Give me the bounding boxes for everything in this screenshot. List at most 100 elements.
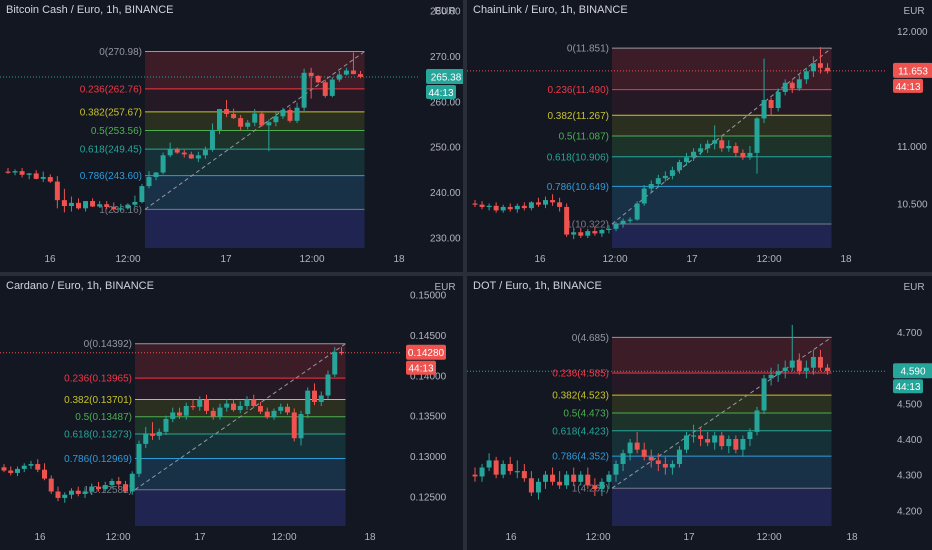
candle-body[interactable]: [684, 157, 689, 163]
candle-body[interactable]: [796, 79, 802, 89]
candle-body[interactable]: [163, 418, 169, 432]
candle-body[interactable]: [209, 129, 215, 150]
candle-body[interactable]: [585, 231, 591, 236]
candle-body[interactable]: [557, 202, 563, 207]
candle-body[interactable]: [96, 486, 101, 490]
candle-body[interactable]: [754, 118, 760, 153]
candle-body[interactable]: [97, 204, 103, 207]
candle-body[interactable]: [564, 474, 570, 486]
chart-canvas[interactable]: EUR 12.000 11.000 10.500 16 12:00 17 12:00 18 0(1…: [467, 0, 932, 272]
candle-body[interactable]: [592, 485, 598, 489]
candle-body[interactable]: [129, 473, 135, 492]
candle-body[interactable]: [782, 367, 788, 372]
chart-pane-bitcoin-cash[interactable]: Bitcoin Cash / Euro, 1h, BINANCE EUR 280.…: [0, 0, 463, 272]
candle-body[interactable]: [123, 484, 128, 492]
candle-body[interactable]: [350, 70, 356, 75]
candle-body[interactable]: [796, 360, 802, 372]
candle-body[interactable]: [676, 162, 682, 171]
candle-body[interactable]: [479, 204, 485, 207]
candle-body[interactable]: [754, 410, 760, 432]
candle-body[interactable]: [500, 463, 506, 475]
candle-body[interactable]: [156, 431, 162, 436]
candle-body[interactable]: [61, 200, 67, 207]
candle-body[interactable]: [301, 72, 307, 108]
candle-body[interactable]: [705, 143, 711, 149]
candle-body[interactable]: [125, 204, 131, 209]
candle-body[interactable]: [472, 474, 478, 477]
candle-body[interactable]: [358, 74, 363, 77]
candle-body[interactable]: [648, 183, 654, 189]
candle-body[interactable]: [28, 464, 34, 466]
candle-body[interactable]: [343, 70, 349, 75]
candle-body[interactable]: [789, 360, 795, 368]
candle-body[interactable]: [507, 206, 513, 210]
candle-body[interactable]: [40, 177, 46, 179]
candle-body[interactable]: [698, 435, 704, 439]
candle-body[interactable]: [528, 202, 534, 209]
candle-body[interactable]: [578, 232, 584, 236]
chart-canvas[interactable]: EUR 4.700 4.500 4.400 4.300 4.200 16 12:00 17 12:…: [467, 276, 932, 550]
candle-body[interactable]: [47, 177, 53, 182]
candle-body[interactable]: [273, 116, 279, 123]
candle-body[interactable]: [817, 356, 823, 368]
candle-body[interactable]: [634, 442, 640, 450]
candle-body[interactable]: [259, 113, 265, 126]
candle-body[interactable]: [571, 474, 577, 482]
candle-body[interactable]: [143, 433, 149, 444]
candle-body[interactable]: [339, 351, 344, 354]
candle-body[interactable]: [224, 109, 230, 115]
chart-pane-chainlink[interactable]: ChainLink / Euro, 1h, BINANCE EUR 12.000 1…: [467, 0, 932, 272]
candle-body[interactable]: [782, 82, 788, 92]
candle-body[interactable]: [719, 140, 725, 149]
candle-body[interactable]: [76, 202, 81, 209]
candle-body[interactable]: [210, 410, 216, 417]
candle-body[interactable]: [305, 390, 311, 415]
candle-body[interactable]: [543, 474, 548, 482]
candle-body[interactable]: [521, 205, 527, 209]
candle-body[interactable]: [298, 414, 304, 439]
candle-body[interactable]: [195, 155, 201, 159]
candle-body[interactable]: [514, 471, 520, 473]
candle-body[interactable]: [190, 405, 196, 408]
fib-trend-line[interactable]: [144, 51, 365, 210]
candle-body[interactable]: [62, 494, 68, 498]
candle-body[interactable]: [160, 155, 166, 173]
candle-body[interactable]: [803, 367, 809, 372]
candle-body[interactable]: [747, 152, 753, 158]
candle-body[interactable]: [691, 151, 697, 158]
candle-body[interactable]: [318, 395, 324, 402]
candle-body[interactable]: [493, 460, 499, 475]
candle-body[interactable]: [48, 478, 54, 492]
candle-body[interactable]: [116, 481, 122, 485]
candle-body[interactable]: [150, 433, 155, 436]
candle-body[interactable]: [789, 82, 795, 89]
candle-body[interactable]: [237, 405, 243, 411]
candle-body[interactable]: [19, 171, 25, 175]
candle-body[interactable]: [217, 109, 222, 130]
candle-body[interactable]: [543, 200, 548, 205]
candle-body[interactable]: [188, 154, 194, 159]
candle-body[interactable]: [322, 82, 328, 96]
candle-body[interactable]: [280, 109, 286, 117]
candle-body[interactable]: [55, 491, 61, 498]
candle-body[interactable]: [336, 74, 342, 80]
candle-body[interactable]: [761, 378, 767, 411]
candle-body[interactable]: [1, 467, 7, 471]
candle-body[interactable]: [325, 374, 331, 396]
candle-body[interactable]: [90, 201, 96, 207]
candle-body[interactable]: [719, 435, 725, 447]
candle-body[interactable]: [613, 224, 619, 229]
candle-body[interactable]: [111, 206, 117, 210]
candle-body[interactable]: [676, 449, 682, 464]
candle-body[interactable]: [231, 403, 236, 411]
candle-body[interactable]: [550, 474, 556, 482]
candle-body[interactable]: [564, 206, 570, 235]
candle-body[interactable]: [264, 411, 270, 418]
fib-trend-line[interactable]: [134, 343, 346, 491]
candle-body[interactable]: [691, 435, 697, 437]
candle-body[interactable]: [712, 140, 718, 144]
candle-body[interactable]: [528, 478, 534, 493]
candle-body[interactable]: [312, 390, 317, 402]
candle-body[interactable]: [183, 405, 189, 416]
